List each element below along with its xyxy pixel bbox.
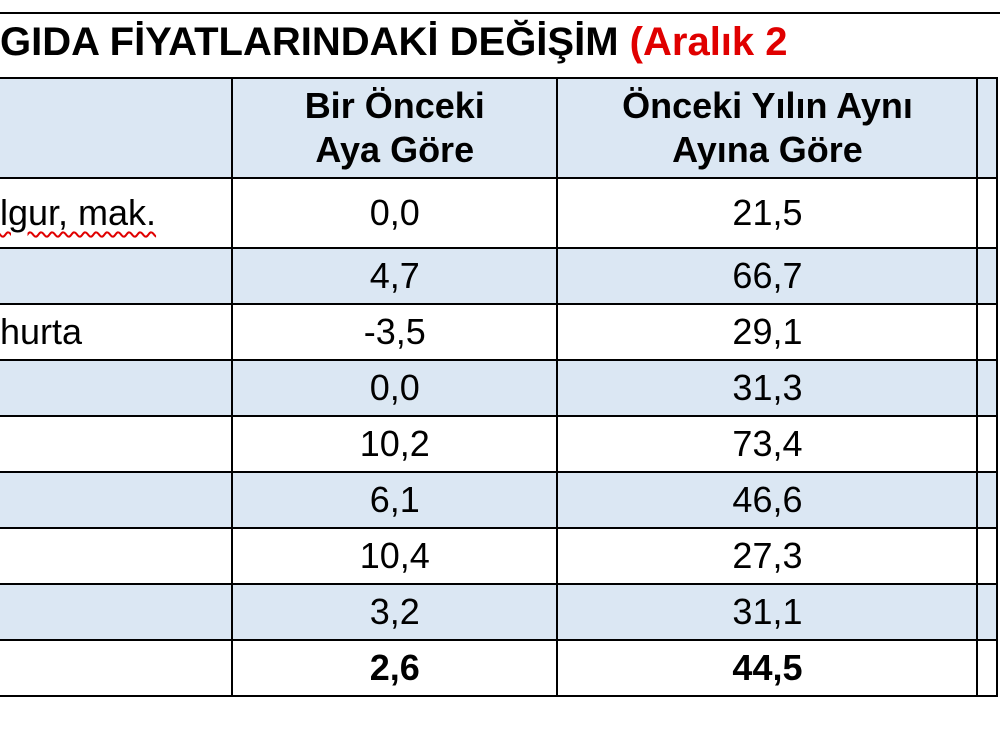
row-label	[0, 639, 233, 697]
next-cell	[976, 415, 998, 473]
yearly-value: 27,3	[556, 527, 979, 585]
next-cell	[976, 639, 998, 697]
monthly-value: 10,4	[230, 527, 559, 585]
yearly-value: 31,3	[556, 359, 979, 417]
next-cell	[976, 177, 998, 249]
row-label	[0, 471, 233, 529]
monthly-value: 10,2	[230, 415, 559, 473]
monthly-value: 0,0	[230, 359, 559, 417]
monthly-value: -3,5	[230, 303, 559, 361]
title-main: GIDA FİYATLARINDAKİ DEĞİŞİM	[0, 20, 619, 64]
header-next-cell	[976, 77, 998, 179]
row-label	[0, 415, 233, 473]
next-cell	[976, 247, 998, 305]
table-row: lgur, mak. 0,0 21,5	[0, 177, 998, 249]
title-date-highlight: (Aralık 2	[629, 20, 788, 64]
yearly-value: 73,4	[556, 415, 979, 473]
header-yearly: Önceki Yılın Aynı Ayına Göre	[556, 77, 979, 179]
row-label	[0, 359, 233, 417]
table-row: hurta -3,5 29,1	[0, 303, 998, 361]
row-label: hurta	[0, 303, 233, 361]
yearly-value: 46,6	[556, 471, 979, 529]
monthly-value: 2,6	[230, 639, 559, 697]
next-cell	[976, 527, 998, 585]
table-row: 4,7 66,7	[0, 247, 998, 305]
next-cell	[976, 303, 998, 361]
yearly-value: 29,1	[556, 303, 979, 361]
row-label	[0, 583, 233, 641]
yearly-value: 31,1	[556, 583, 979, 641]
row-label: lgur, mak.	[0, 177, 233, 249]
header-label-cell	[0, 77, 233, 179]
table-row: 0,0 31,3	[0, 359, 998, 417]
table-row: 3,2 31,1	[0, 583, 998, 641]
yearly-value: 44,5	[556, 639, 979, 697]
row-label	[0, 247, 233, 305]
yearly-value: 66,7	[556, 247, 979, 305]
monthly-value: 0,0	[230, 177, 559, 249]
monthly-value: 3,2	[230, 583, 559, 641]
row-label-text: lgur, mak.	[0, 192, 157, 233]
next-cell	[976, 359, 998, 417]
total-row: 2,6 44,5	[0, 639, 998, 697]
row-label	[0, 527, 233, 585]
yearly-value: 21,5	[556, 177, 979, 249]
price-change-table: Bir Önceki Aya Göre Önceki Yılın Aynı Ay…	[0, 77, 998, 697]
monthly-value: 4,7	[230, 247, 559, 305]
table-row: 6,1 46,6	[0, 471, 998, 529]
table-row: 10,4 27,3	[0, 527, 998, 585]
next-cell	[976, 471, 998, 529]
monthly-value: 6,1	[230, 471, 559, 529]
header-monthly: Bir Önceki Aya Göre	[230, 77, 559, 179]
top-border-line	[0, 12, 1000, 14]
table-title: GIDA FİYATLARINDAKİ DEĞİŞİM (Aralık 2	[0, 12, 1000, 72]
next-cell	[976, 583, 998, 641]
table-row: 10,2 73,4	[0, 415, 998, 473]
header-row: Bir Önceki Aya Göre Önceki Yılın Aynı Ay…	[0, 77, 998, 179]
